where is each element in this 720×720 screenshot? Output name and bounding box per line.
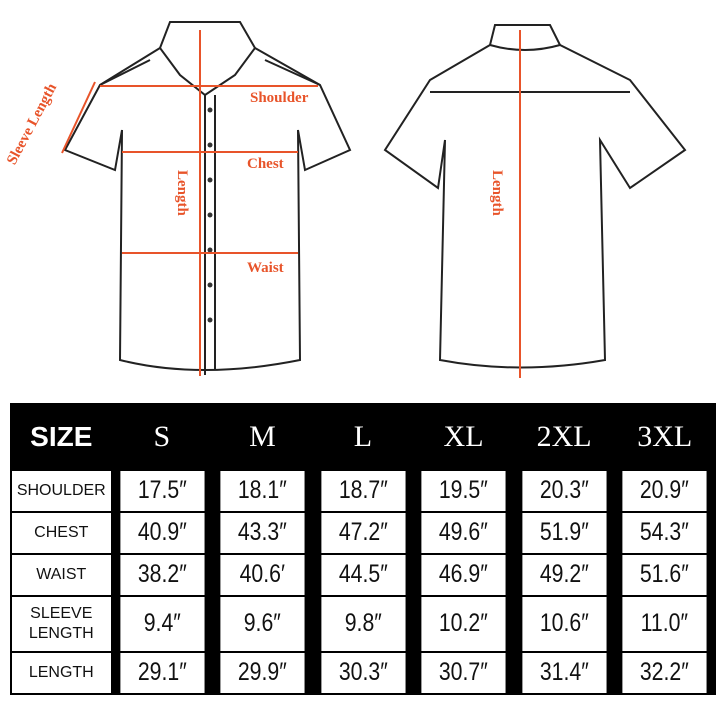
row-label: WAIST — [12, 554, 111, 595]
chest-label: Chest — [247, 156, 284, 172]
header-cell: 2XL — [514, 405, 614, 469]
table-cell: 9.6″ — [220, 596, 305, 651]
header-cell: L — [313, 405, 413, 469]
table-cell: 31.4″ — [522, 652, 606, 693]
table-row: LENGTH 29.1″ 29.9″ 30.3″ 30.7″ 31.4″ 32.2″ — [12, 652, 714, 693]
table-cell: 44.5″ — [321, 554, 405, 595]
length-front-label: Length — [174, 170, 190, 216]
table-header: SIZE S M L XL 2XL 3XL — [12, 405, 714, 469]
table-cell: 38.2″ — [119, 554, 204, 595]
row-label: LENGTH — [12, 652, 111, 693]
table-cell: 49.2″ — [522, 554, 606, 595]
header-cell: M — [213, 405, 312, 469]
table-cell: 20.3″ — [522, 470, 606, 511]
table-cell: 9.4″ — [119, 596, 204, 651]
header-cell: XL — [414, 405, 513, 469]
table-cell: 10.2″ — [421, 596, 506, 651]
table-cell: 18.7″ — [321, 470, 405, 511]
table-cell: 30.3″ — [321, 652, 405, 693]
table-cell: 20.9″ — [622, 470, 707, 511]
table-cell: 17.5″ — [119, 470, 204, 511]
table-cell: 47.2″ — [321, 512, 405, 553]
length-back-label: Length — [489, 170, 505, 216]
waist-label: Waist — [247, 260, 284, 276]
table-row: SHOULDER 17.5″ 18.1″ 18.7″ 19.5″ 20.3″ 20.9″ — [12, 470, 714, 511]
front-shirt-drawing — [63, 21, 352, 375]
table-cell: 49.6″ — [421, 512, 506, 553]
table-cell: 51.9″ — [522, 512, 606, 553]
header-cell: SIZE — [12, 405, 111, 469]
size-table: SIZE S M L XL 2XL 3XL SHOULDER 17.5″ 18.1″… — [10, 403, 716, 695]
table-cell: 43.3″ — [220, 512, 305, 553]
header-cell: 3XL — [615, 405, 714, 469]
header-cell: S — [112, 405, 212, 469]
measure-lines — [61, 30, 521, 378]
table-cell: 54.3″ — [622, 512, 707, 553]
table-row: SLEEVE LENGTH 9.4″ 9.6″ 9.8″ 10.2″ 10.6″ 11.0″ — [12, 596, 714, 651]
table-cell: 29.9″ — [220, 652, 305, 693]
table-cell: 11.0″ — [622, 596, 707, 651]
table-row: WAIST 38.2″ 40.6′ 44.5″ 46.9″ 49.2″ 51.6″ — [12, 554, 714, 595]
table-cell: 9.8″ — [321, 596, 405, 651]
table-cell: 32.2″ — [622, 652, 707, 693]
table-cell: 30.7″ — [421, 652, 506, 693]
shirt-diagrams — [61, 21, 687, 378]
table-cell: 18.1″ — [220, 470, 305, 511]
row-label: CHEST — [12, 512, 111, 553]
row-label: SHOULDER — [12, 470, 111, 511]
back-shirt-drawing — [383, 24, 687, 369]
table-cell: 40.9″ — [119, 512, 204, 553]
table-cell: 29.1″ — [119, 652, 204, 693]
table-cell: 46.9″ — [421, 554, 506, 595]
table-cell: 19.5″ — [421, 470, 506, 511]
row-label: SLEEVE LENGTH — [12, 596, 111, 651]
shoulder-label: Shoulder — [250, 90, 309, 106]
front-buttons — [207, 107, 213, 323]
table-cell: 51.6″ — [622, 554, 707, 595]
table-cell: 10.6″ — [522, 596, 606, 651]
table-row: CHEST 40.9″ 43.3″ 47.2″ 49.6″ 51.9″ 54.3″ — [12, 512, 714, 553]
table-cell: 40.6′ — [220, 554, 305, 595]
